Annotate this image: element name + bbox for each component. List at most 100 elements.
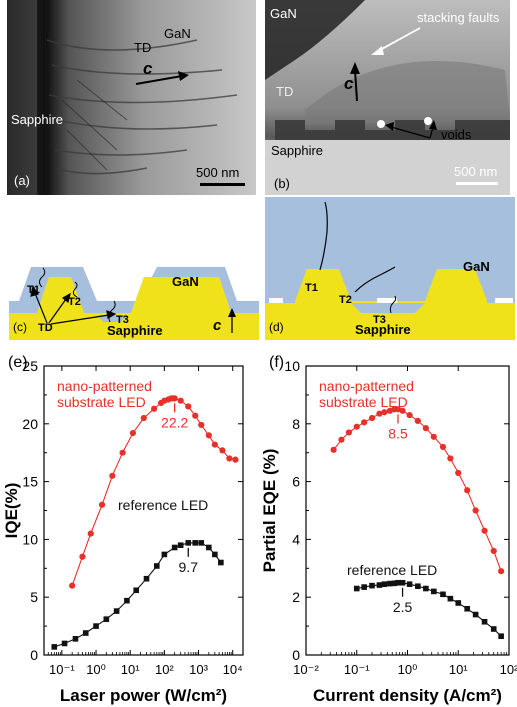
label-td-b: TD [276, 84, 294, 99]
chart-f-panel-letter: (f) [269, 354, 284, 371]
chart-f-series-ref-point [381, 581, 388, 587]
chart-e-series-npsl-point [129, 429, 137, 437]
tem-image-a: GaN TD c Sapphire (a) 500 nm [7, 0, 256, 195]
label-td-a: TD [134, 40, 152, 55]
chart-f-ytick-label: 6 [292, 474, 300, 490]
chart-e-xtick-label: 10⁰ [86, 662, 106, 677]
chart-e-series-ref-point [82, 630, 89, 636]
chart-f-series-ref-point [423, 585, 429, 592]
chart-e-series-npsl-point [198, 421, 205, 429]
chart-e-ytick-label: 25 [22, 358, 38, 374]
chart-f-series-npsl-line [333, 408, 502, 572]
label-sapphire-a: Sapphire [11, 112, 64, 127]
chart-f-series-npsl-point [368, 414, 376, 422]
chart-f-series-ref-point [361, 584, 367, 590]
panel-letter-c: (c) [13, 320, 27, 334]
chart-f-series-ref-point [387, 580, 393, 587]
chart-f-series-ref-point [431, 588, 437, 595]
chart-f-xlabel: Current density (A/cm²) [313, 686, 502, 705]
label-c-b: c [344, 74, 354, 93]
chart-e-series-ref-point [133, 587, 140, 594]
chart-f-series-npsl-point [490, 547, 497, 555]
chart-e-series-npsl-point [177, 397, 184, 404]
chart-e-series-ref-point [113, 608, 120, 614]
chart-e-ylabel: IQE(%) [2, 483, 21, 539]
chart-e-series-npsl-legend-label: nano-patterned [57, 378, 152, 394]
chart-e-iqe: 0 5 10 15 20 25 10⁻¹ 10⁰ 10¹ 10² 10³ 10⁴ Laser power… [2, 354, 244, 705]
chart-e-series-ref-point [72, 636, 79, 642]
chart-f-series-npsl-point [455, 469, 462, 477]
chart-f-series-npsl-peak-label: 8.5 [388, 425, 408, 441]
schematic-c-graphic [9, 267, 259, 340]
chart-f-series-npsl-point [472, 507, 479, 514]
schematic-c: GaN T1 T2 T3 TD Sapphire c (c) [9, 197, 259, 340]
chart-e-series-ref-legend-label: reference LED [118, 497, 208, 513]
chart-e-series-ref-point [124, 597, 130, 604]
chart-f-series-npsl-point [439, 443, 447, 451]
chart-f-series-ref-peak-label: 2.5 [393, 599, 413, 615]
label-gan-a: GaN [164, 26, 191, 41]
chart-f-xtick-label: 10⁻¹ [344, 662, 370, 677]
chart-f-series-ref-point [481, 618, 488, 625]
chart-e-series-npsl-point [232, 456, 239, 463]
panel-letter-b: (b) [274, 176, 290, 191]
chart-e-series-npsl-point [140, 414, 147, 422]
label-t3-c: T3 [116, 314, 129, 326]
chart-f-series-npsl-point [345, 429, 352, 436]
chart-e-series-npsl-point [226, 455, 233, 462]
chart-e-series-npsl-peak-label: 22.2 [161, 414, 188, 430]
chart-e-series-ref-point [171, 544, 178, 551]
chart-e-series-npsl-point [205, 432, 212, 439]
chart-f-series-ref-point [440, 591, 446, 598]
chart-e-xlabel: Laser power (W/cm²) [60, 686, 227, 705]
chart-e-series-ref-point [103, 616, 110, 622]
chart-e-series-npsl-point [98, 501, 106, 508]
chart-e-series-npsl-point [171, 395, 178, 402]
scale-bar-a [200, 183, 245, 186]
chart-f-ytick-label: 0 [292, 647, 300, 663]
schematic-d: GaN T1 T2 T3 Sapphire (d) [265, 197, 515, 340]
label-stacking-faults: stacking faults [417, 10, 500, 25]
chart-e-series-npsl-point [219, 447, 226, 454]
chart-e-series-ref-point [61, 640, 68, 647]
chart-e-series-ref-point [143, 575, 150, 582]
label-sapphire-d: Sapphire [355, 322, 411, 337]
label-gan-d: GaN [463, 259, 490, 274]
chart-f-xtick-label: 10⁰ [398, 662, 418, 677]
chart-e-series-ref-point [161, 551, 168, 558]
label-c-a: c [143, 59, 153, 78]
scale-bar-label-b: 500 nm [454, 164, 498, 179]
chart-f-series-npsl-point [338, 436, 345, 443]
chart-f-series-npsl-point [464, 487, 471, 494]
chart-e-series-npsl-point [119, 449, 126, 456]
chart-e-xtick-label: 10² [155, 662, 174, 677]
c-axis-arrow-a [178, 71, 189, 81]
chart-e-series-ref-point [218, 559, 224, 566]
chart-f-series-ref-point [391, 580, 398, 587]
chart-e-series-npsl-point [109, 472, 116, 479]
chart-e-series-npsl-point [150, 405, 158, 412]
chart-f-xtick-label: 10¹ [449, 662, 468, 677]
chart-e-ytick-label: 5 [30, 589, 38, 605]
chart-e-series-ref-point [51, 644, 58, 650]
chart-f-series-npsl-point [361, 419, 368, 426]
tem-image-a-graphic [7, 0, 256, 195]
chart-f-ytick-label: 8 [292, 416, 300, 432]
chart-e-panel-letter: (e) [8, 354, 28, 371]
chart-e-xtick-label: 10⁻¹ [49, 662, 75, 677]
label-sapphire-b: Sapphire [271, 143, 324, 158]
chart-f-series-npsl-point [406, 412, 413, 419]
chart-f-series-ref-point [353, 585, 360, 592]
chart-e-series-ref-point [177, 542, 184, 548]
chart-f-series-npsl-point [414, 417, 421, 425]
label-gan-b: GaN [270, 6, 297, 21]
chart-e-ytick-label: 15 [22, 474, 38, 490]
chart-f-series-ref-point [447, 595, 454, 602]
label-t1-c: T1 [27, 284, 40, 296]
chart-f-series-ref-point [490, 626, 497, 632]
chart-f-ytick-label: 2 [292, 589, 300, 605]
chart-f-series-ref-point [415, 583, 421, 590]
label-t3-d: T3 [373, 314, 386, 326]
chart-e-series-ref-point [192, 540, 199, 546]
chart-f-series-npsl-point [430, 433, 437, 440]
